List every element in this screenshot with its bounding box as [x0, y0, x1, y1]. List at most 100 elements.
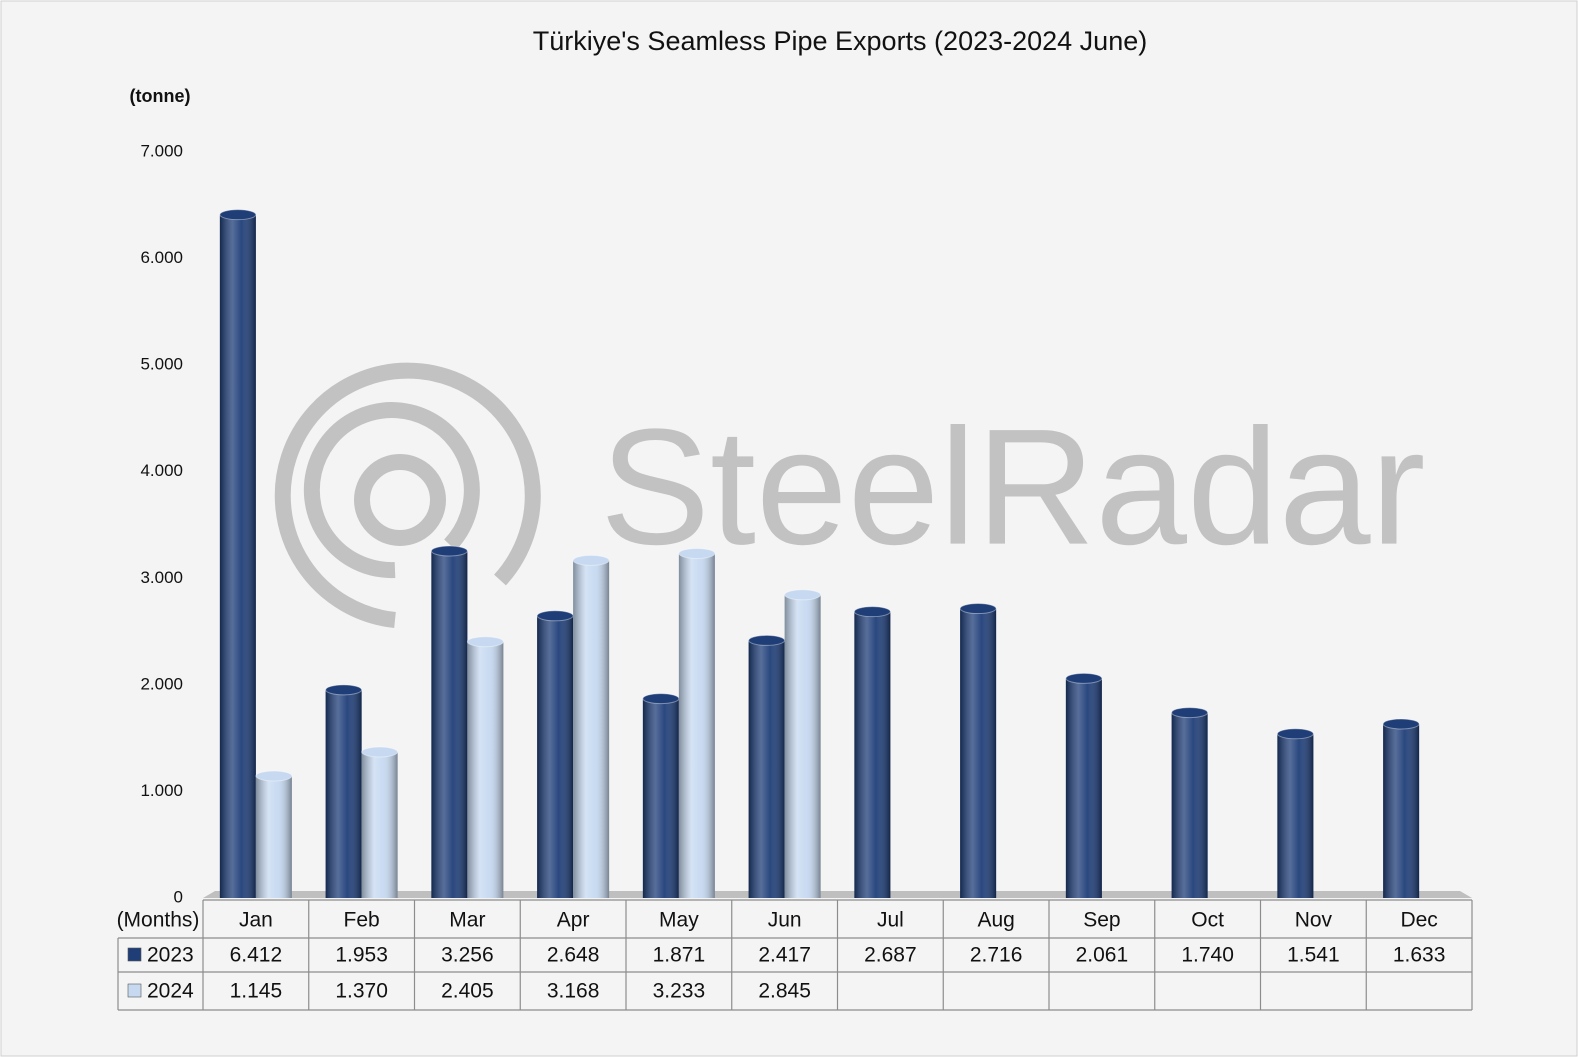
- bar: [430, 545, 468, 898]
- bar-cap: [784, 589, 822, 601]
- bar-shading: [431, 551, 468, 898]
- x-tick-label: Jan: [239, 909, 273, 932]
- bar: [536, 610, 574, 898]
- bar-cap: [536, 610, 574, 622]
- bar-cap: [361, 746, 399, 758]
- x-tick-label: Jun: [768, 909, 802, 932]
- bar-cap: [959, 603, 997, 615]
- x-tick-label: Oct: [1191, 909, 1224, 932]
- bar-shading: [255, 775, 292, 898]
- bar: [219, 209, 257, 898]
- bar-shading: [748, 640, 785, 898]
- bar-cap: [1382, 718, 1420, 730]
- y-tick-label: 0: [174, 887, 183, 906]
- watermark: SteelRadar: [600, 395, 1425, 579]
- bar-shading: [960, 608, 997, 898]
- bar-shading: [854, 611, 891, 898]
- bar: [466, 636, 504, 898]
- x-tick-label: Nov: [1295, 909, 1333, 932]
- table-value: 1.633: [1393, 944, 1446, 967]
- bar: [784, 589, 822, 898]
- y-tick-label: 6.000: [140, 248, 183, 267]
- table-value: 2.716: [970, 944, 1023, 967]
- bar: [678, 547, 716, 898]
- chart-title: Türkiye's Seamless Pipe Exports (2023-20…: [533, 26, 1147, 56]
- bar-shading: [1171, 712, 1208, 898]
- bar-shading: [678, 553, 715, 898]
- table-value: 1.740: [1181, 944, 1234, 967]
- table-value: 2.405: [441, 980, 494, 1003]
- y-tick-label: 3.000: [140, 568, 183, 587]
- table-value: 1.145: [230, 980, 283, 1003]
- bar-shading: [1065, 678, 1102, 898]
- x-tick-label: Dec: [1400, 909, 1437, 932]
- table-value: 3.256: [441, 944, 494, 967]
- bar-shading: [1277, 733, 1314, 898]
- x-tick-label: Mar: [449, 909, 485, 932]
- x-tick-label: Feb: [344, 909, 380, 932]
- table-value: 2.061: [1076, 944, 1129, 967]
- bar-cap: [325, 684, 363, 696]
- y-tick-label: 2.000: [140, 674, 183, 693]
- bar-shading: [642, 698, 679, 898]
- legend-swatch: [127, 947, 142, 962]
- table-value: 1.871: [653, 944, 706, 967]
- bar-cap: [430, 545, 468, 557]
- y-tick-label: 4.000: [140, 461, 183, 480]
- x-tick-label: Sep: [1083, 909, 1120, 932]
- bar-cap: [678, 547, 716, 559]
- bar: [1276, 728, 1314, 898]
- bar-cap: [642, 693, 680, 705]
- bar: [642, 693, 680, 898]
- bar: [853, 606, 891, 898]
- y-tick-label: 5.000: [140, 355, 183, 374]
- x-axis-label: (Months): [117, 909, 200, 932]
- x-tick-label: May: [659, 909, 699, 932]
- bar-shading: [1383, 723, 1420, 898]
- bar-cap: [572, 554, 610, 566]
- floor: [203, 891, 1472, 898]
- bar-cap: [1171, 707, 1209, 719]
- table-value: 2.648: [547, 944, 600, 967]
- table-value: 1.370: [335, 980, 388, 1003]
- table-value: 2.417: [758, 944, 811, 967]
- bar-shading: [537, 615, 574, 898]
- bar: [572, 554, 610, 898]
- x-tick-label: Aug: [977, 909, 1014, 932]
- watermark-logo: [274, 362, 541, 628]
- bar: [959, 603, 997, 898]
- bar: [748, 634, 786, 898]
- bar-cap: [1276, 728, 1314, 740]
- bar: [325, 684, 363, 898]
- y-axis-label: (tonne): [130, 86, 191, 106]
- bar: [361, 746, 399, 898]
- bar-shading: [219, 214, 256, 898]
- table-value: 3.168: [547, 980, 600, 1003]
- bar-shading: [784, 594, 821, 898]
- bar-shading: [467, 641, 504, 898]
- bar-cap: [748, 634, 786, 646]
- x-tick-label: Jul: [877, 909, 904, 932]
- bar: [1382, 718, 1420, 898]
- legend-swatch: [127, 983, 142, 998]
- table-value: 6.412: [230, 944, 283, 967]
- table-value: 1.541: [1287, 944, 1340, 967]
- bar-cap: [219, 209, 257, 221]
- bar-cap: [255, 770, 293, 782]
- bar: [1171, 707, 1209, 898]
- table-value: 1.953: [335, 944, 388, 967]
- bar-shading: [361, 751, 398, 898]
- legend-label: 2023: [147, 944, 194, 967]
- bar-shading: [325, 689, 362, 898]
- y-tick-label: 7.000: [140, 141, 183, 160]
- bar: [1065, 672, 1103, 898]
- legend-label: 2024: [147, 980, 194, 1003]
- bar-shading: [573, 560, 610, 898]
- table-value: 2.687: [864, 944, 917, 967]
- table-value: 3.233: [653, 980, 706, 1003]
- bar: [255, 770, 293, 898]
- x-tick-label: Apr: [557, 909, 590, 932]
- bar-cap: [853, 606, 891, 618]
